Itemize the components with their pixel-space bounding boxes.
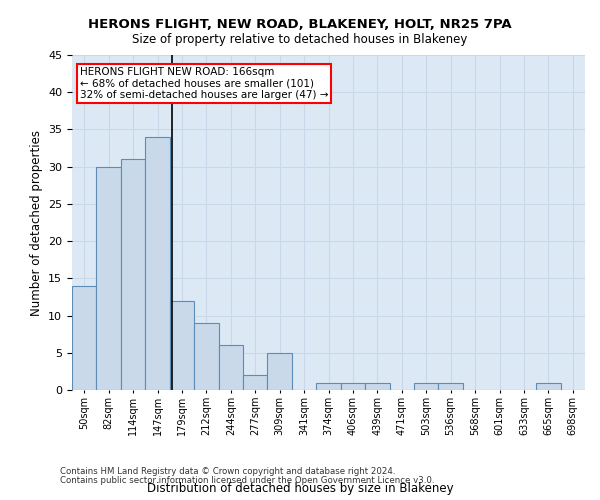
Bar: [72, 286, 97, 390]
Bar: [218, 346, 243, 390]
Bar: [268, 353, 292, 390]
Text: Size of property relative to detached houses in Blakeney: Size of property relative to detached ho…: [133, 32, 467, 46]
Bar: [536, 382, 560, 390]
Bar: [439, 382, 463, 390]
Bar: [194, 323, 218, 390]
Bar: [97, 166, 121, 390]
Bar: [365, 382, 389, 390]
Bar: [145, 137, 170, 390]
Bar: [243, 375, 268, 390]
Bar: [341, 382, 365, 390]
Bar: [316, 382, 341, 390]
Bar: [414, 382, 439, 390]
Bar: [121, 159, 145, 390]
Y-axis label: Number of detached properties: Number of detached properties: [29, 130, 43, 316]
Bar: [170, 300, 194, 390]
Text: Contains HM Land Registry data © Crown copyright and database right 2024.: Contains HM Land Registry data © Crown c…: [60, 467, 395, 476]
Text: Distribution of detached houses by size in Blakeney: Distribution of detached houses by size …: [146, 482, 454, 495]
Text: Contains public sector information licensed under the Open Government Licence v3: Contains public sector information licen…: [60, 476, 434, 485]
Text: HERONS FLIGHT NEW ROAD: 166sqm
← 68% of detached houses are smaller (101)
32% of: HERONS FLIGHT NEW ROAD: 166sqm ← 68% of …: [80, 66, 328, 100]
Text: HERONS FLIGHT, NEW ROAD, BLAKENEY, HOLT, NR25 7PA: HERONS FLIGHT, NEW ROAD, BLAKENEY, HOLT,…: [88, 18, 512, 30]
